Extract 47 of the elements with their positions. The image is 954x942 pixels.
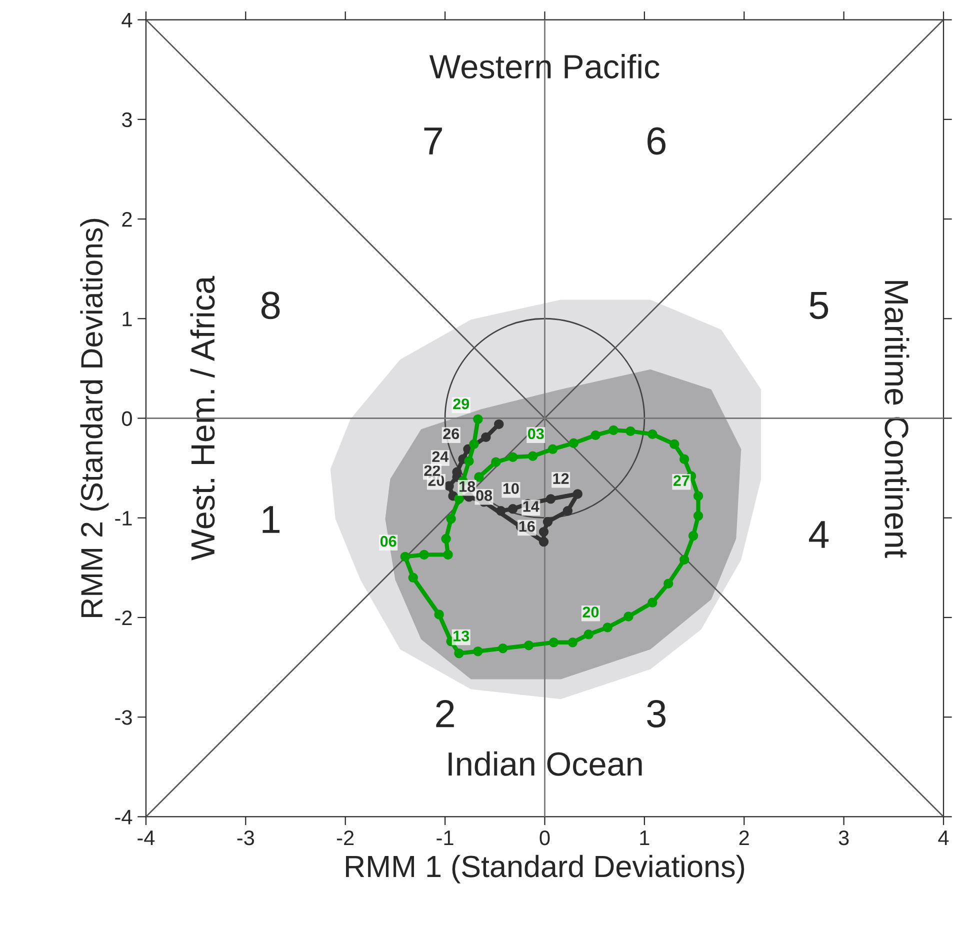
x-tick-label: -1 — [436, 830, 454, 846]
annotation: 18 — [460, 481, 476, 492]
annotation: 12 — [553, 473, 569, 484]
annotation: 29 — [453, 398, 470, 410]
y-tick-label: 3 — [122, 112, 132, 128]
annotation: 3 — [647, 700, 666, 728]
annotation: 1 — [262, 506, 280, 533]
y-tick-label: -4 — [115, 810, 132, 824]
annotation: 2 — [436, 700, 454, 728]
y-tick-label: 1 — [122, 312, 132, 326]
y-tick-label: -1 — [115, 511, 132, 526]
y-tick-label: -3 — [115, 710, 132, 725]
y-tick-label: 2 — [122, 212, 132, 227]
annotation: Maritime Continent — [884, 281, 910, 558]
annotation: 16 — [519, 520, 535, 532]
x-tick-label: 2 — [739, 830, 749, 846]
annotation: 20 — [582, 606, 599, 618]
x-tick-label: -2 — [337, 830, 354, 846]
x-axis-title: RMM 1 (Standard Deviations) — [346, 854, 744, 884]
y-tick-label: -2 — [115, 610, 132, 626]
annotation: 06 — [380, 536, 396, 547]
y-axis-title: RMM 2 (Standard Deviations) — [80, 218, 109, 617]
annotation: 8 — [261, 292, 280, 320]
annotation: West. Hem. / Africa — [190, 276, 215, 560]
annotation: 14 — [523, 501, 540, 512]
annotation: 26 — [443, 428, 460, 440]
annotation: 27 — [673, 475, 690, 486]
x-tick-label: -3 — [237, 830, 254, 846]
x-tick-label: 4 — [938, 830, 949, 846]
x-tick-label: 1 — [640, 830, 650, 846]
y-tick-label: 4 — [122, 13, 132, 28]
annotation: Indian Ocean — [448, 751, 642, 776]
annotation: 20 — [428, 475, 444, 486]
x-tick-label: 0 — [540, 830, 550, 846]
x-tick-label: -4 — [138, 830, 155, 846]
x-tick-label: 3 — [838, 830, 849, 846]
annotation: 08 — [476, 490, 492, 501]
annotation: 03 — [528, 428, 544, 440]
annotation: 6 — [648, 127, 666, 155]
annotation: 7 — [424, 128, 442, 154]
annotation: 5 — [810, 292, 828, 320]
annotation: 22 — [424, 465, 440, 476]
y-tick-label: 0 — [122, 411, 132, 426]
annotation: 4 — [808, 521, 829, 548]
annotation: 13 — [454, 630, 470, 642]
annotation: 10 — [503, 483, 519, 494]
annotation: 24 — [432, 451, 449, 462]
